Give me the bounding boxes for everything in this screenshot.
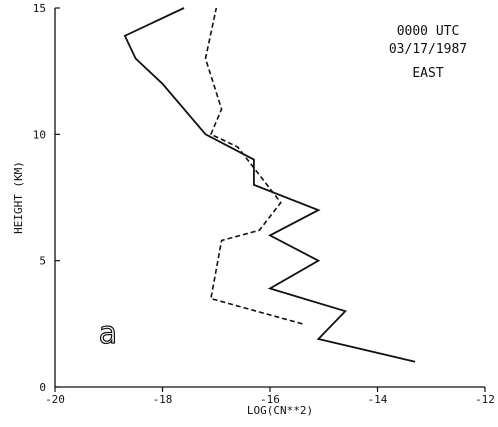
x-axis-title: LOG(CN**2) (247, 404, 313, 417)
x-tick-label: -12 (475, 393, 495, 406)
series-line-solid (123, 7, 416, 363)
series-layer (123, 7, 416, 363)
y-tick-label: 5 (39, 255, 46, 268)
x-ticks: -20 -18 -16 -14 -12 (45, 387, 495, 406)
annotation-block: 0000 UTC 03/17/1987 EAST (389, 24, 467, 81)
x-tick-label: -18 (153, 393, 173, 406)
y-tick-label: 10 (33, 128, 46, 141)
y-tick-label: 15 (33, 2, 46, 15)
annotation-site: EAST (412, 66, 443, 81)
annotation-date: 03/17/1987 (389, 42, 467, 57)
x-tick-label: -14 (368, 393, 388, 406)
y-ticks: 0 5 10 15 (33, 2, 60, 394)
panel-label: a (99, 316, 117, 351)
annotation-time: 0000 UTC (397, 24, 460, 39)
series-line-dashed (204, 7, 303, 325)
y-axis-title: HEIGHT (KM) (12, 161, 25, 234)
y-tick-label: 0 (39, 381, 46, 394)
x-tick-label: -20 (45, 393, 65, 406)
x-tick-label: -16 (260, 393, 280, 406)
axes (54, 8, 485, 388)
